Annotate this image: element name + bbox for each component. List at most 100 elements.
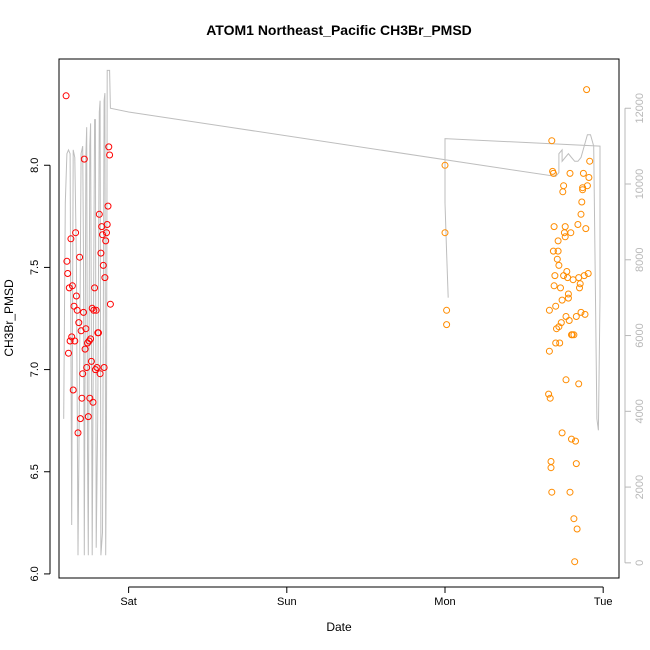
scatter-point-s1-17 xyxy=(551,272,559,280)
scatter-point-s0-14 xyxy=(73,306,81,314)
scatter-point-s0-21 xyxy=(79,370,87,378)
scatter-point-s0-11 xyxy=(71,337,79,345)
scatter-point-s1-13 xyxy=(549,169,557,177)
y-axis-label: CH3Br_PMSD xyxy=(2,279,16,357)
plot-frame xyxy=(58,58,620,579)
y2-tick-label-6: 12000 xyxy=(634,93,646,124)
y2-tick-label-0: 0 xyxy=(634,560,646,566)
scatter-point-s0-46 xyxy=(99,231,106,239)
scatter-point-s1-75 xyxy=(575,380,583,388)
y2-tick-label-4: 8000 xyxy=(634,248,646,272)
scatter-point-s1-43 xyxy=(565,317,573,324)
scatter-point-s1-60 xyxy=(576,280,584,288)
scatter-point-s1-48 xyxy=(568,435,575,443)
x-tick-label-1: Sun xyxy=(277,596,297,608)
scatter-point-s1-57 xyxy=(574,221,582,228)
scatter-point-s0-26 xyxy=(83,364,91,371)
line-series xyxy=(63,69,601,556)
scatter-point-s1-1 xyxy=(441,229,449,237)
scatter-point-s0-33 xyxy=(88,304,96,312)
scatter-point-s1-4 xyxy=(545,390,553,398)
scatter-point-s1-5 xyxy=(545,306,553,314)
scatter-point-s1-11 xyxy=(548,137,556,145)
y2-tick-label-1: 2000 xyxy=(634,475,646,499)
scatter-point-s1-45 xyxy=(566,488,574,496)
scatter-point-s0-51 xyxy=(103,229,110,237)
x-axis-label: Date xyxy=(326,620,352,634)
x-tick-label-3: Tue xyxy=(594,596,613,608)
scatter-point-s1-52 xyxy=(570,515,578,523)
scatter-point-s1-6 xyxy=(545,347,553,355)
y2-tick-label-2: 4000 xyxy=(634,399,646,423)
scatter-point-s0-37 xyxy=(91,366,99,374)
scatter-point-s0-41 xyxy=(95,329,102,337)
scatter-point-s0-44 xyxy=(97,249,105,257)
scatter-point-s1-2 xyxy=(443,306,451,314)
scatter-point-s0-49 xyxy=(101,274,109,282)
scatter-point-s1-32 xyxy=(560,182,568,190)
scatter-point-s1-56 xyxy=(573,525,581,533)
scatter-point-s0-20 xyxy=(78,394,86,402)
scatter-point-s1-55 xyxy=(572,460,580,468)
scatter-point-s0-9 xyxy=(69,386,77,394)
y-tick-label-0: 6.0 xyxy=(29,566,41,581)
scatter-point-s1-69 xyxy=(583,182,591,190)
scatter-point-s1-23 xyxy=(554,237,562,245)
y-tick-label-3: 7.5 xyxy=(29,260,41,275)
scatter-point-s0-52 xyxy=(103,221,111,228)
y2-tick-label-3: 6000 xyxy=(634,323,646,347)
scatter-point-s1-30 xyxy=(558,429,566,437)
y-tick-label-2: 7.0 xyxy=(29,362,41,377)
scatter-point-s1-18 xyxy=(552,302,560,310)
scatter-point-s1-27 xyxy=(557,284,564,292)
scatter-point-s1-74 xyxy=(577,308,585,316)
points-layer xyxy=(62,86,594,566)
scatter-point-s0-55 xyxy=(106,151,114,159)
scatter-point-s1-19 xyxy=(552,339,560,347)
scatter-point-s1-42 xyxy=(564,290,572,298)
y2-tick-label-5: 10000 xyxy=(634,169,646,200)
scatter-point-s0-25 xyxy=(82,325,90,333)
scatter-point-s0-50 xyxy=(102,237,110,245)
scatter-point-s1-24 xyxy=(555,261,563,269)
scatter-point-s0-32 xyxy=(87,357,95,365)
scatter-point-s0-42 xyxy=(95,210,103,218)
scatter-point-s1-35 xyxy=(561,233,569,241)
scatter-point-s1-9 xyxy=(547,464,555,472)
scatter-point-s0-18 xyxy=(76,415,84,423)
scatter-point-s1-3 xyxy=(443,321,451,329)
scatter-point-s1-7 xyxy=(546,394,554,402)
axes-layer: Sat Sun Mon Tue 6.0 6.5 7.0 7.5 8.0 0 2000 4000 6000… xyxy=(29,93,646,608)
y-tick-label-1: 6.5 xyxy=(29,464,41,479)
scatter-point-s1-71 xyxy=(585,174,593,181)
scatter-point-s0-24 xyxy=(81,345,89,353)
scatter-point-s1-14 xyxy=(549,247,557,255)
chart-title: ATOM1 Northeast_Pacific CH3Br_PMSD xyxy=(206,22,472,38)
scatter-point-s0-31 xyxy=(87,335,95,343)
scatter-point-s1-46 xyxy=(567,229,575,237)
scatter-point-s0-43 xyxy=(96,370,104,378)
scatter-point-s1-38 xyxy=(562,376,570,384)
x-tick-label-0: Sat xyxy=(120,596,137,608)
y-tick-label-4: 8.0 xyxy=(29,158,41,173)
scatter-point-s0-34 xyxy=(89,398,97,406)
scatter-point-s0-22 xyxy=(80,308,87,316)
scatter-point-s0-39 xyxy=(93,364,101,371)
scatter-point-s1-76 xyxy=(572,313,580,320)
scatter-point-s0-12 xyxy=(72,229,80,237)
scatter-point-s1-59 xyxy=(576,284,583,292)
scatter-point-s0-1 xyxy=(63,257,71,265)
scatter-point-s0-23 xyxy=(80,155,88,163)
scatter-point-s1-21 xyxy=(553,255,561,263)
scatter-point-s0-56 xyxy=(106,300,114,308)
scatter-point-s0-36 xyxy=(91,284,99,292)
scatter-point-s1-70 xyxy=(584,270,592,277)
scatter-point-s0-6 xyxy=(67,235,75,243)
scatter-point-s1-73 xyxy=(579,186,587,194)
scatter-point-s1-22 xyxy=(554,247,562,255)
scatter-point-s1-64 xyxy=(579,169,587,177)
scatter-point-s1-10 xyxy=(548,488,556,496)
scatter-point-s0-0 xyxy=(62,92,70,100)
scatter-point-s1-72 xyxy=(586,157,594,165)
